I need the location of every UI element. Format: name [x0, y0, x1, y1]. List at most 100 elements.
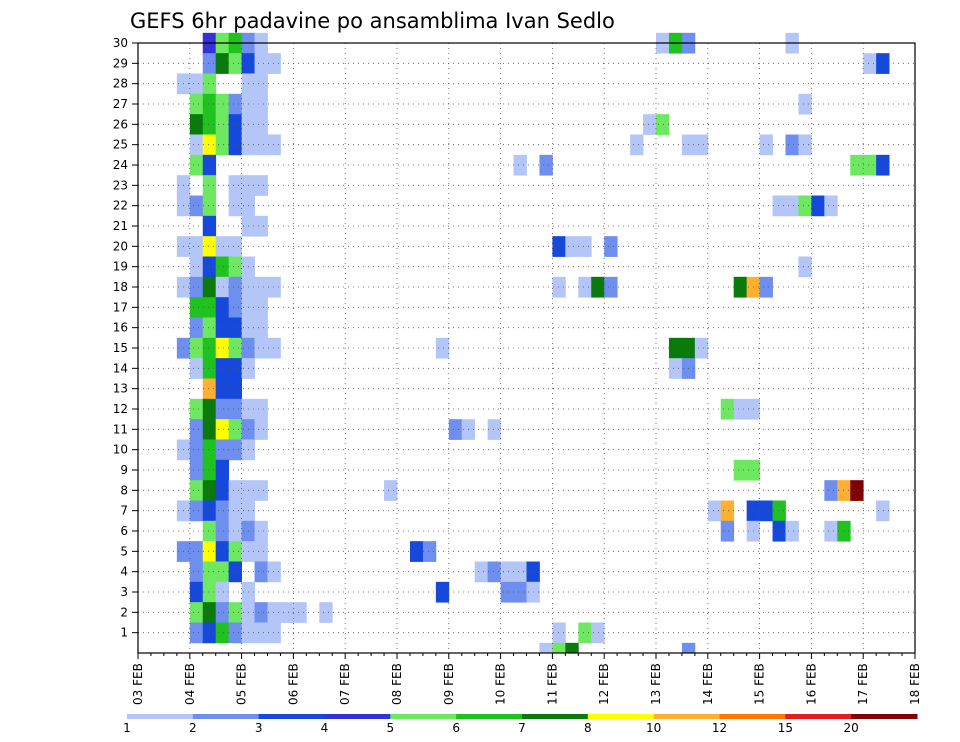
- legend-swatch: [192, 714, 260, 719]
- precip-cell: [733, 459, 748, 481]
- precip-cell: [215, 439, 230, 461]
- legend-swatch: [587, 714, 655, 719]
- precip-cell: [189, 602, 204, 623]
- precip-cell: [202, 500, 217, 522]
- precip-cell: [409, 541, 424, 562]
- precip-cell: [694, 134, 709, 156]
- precip-cell: [202, 358, 217, 379]
- precip-cell: [189, 541, 204, 562]
- precip-cell: [254, 622, 268, 644]
- precip-cell: [228, 541, 242, 562]
- x-tick-label: 08 FEB: [390, 663, 404, 705]
- precip-cell: [189, 622, 204, 644]
- legend-label: 3: [255, 721, 263, 735]
- precip-cell: [228, 276, 242, 298]
- precip-cell: [254, 541, 268, 562]
- y-tick-label: 17: [113, 300, 128, 314]
- precip-cell: [189, 93, 204, 115]
- precip-cell: [228, 480, 242, 501]
- precip-cell: [785, 520, 799, 542]
- x-tick-label: 07 FEB: [338, 663, 352, 705]
- precip-cell: [215, 541, 230, 562]
- precip-cell: [202, 93, 217, 115]
- precip-cell: [656, 114, 670, 135]
- precip-cell: [487, 419, 501, 440]
- y-tick-label: 16: [113, 321, 128, 335]
- precip-cell: [202, 378, 217, 400]
- precip-cell: [215, 317, 230, 339]
- precip-cell: [228, 358, 242, 379]
- y-tick-label: 20: [113, 239, 128, 253]
- precip-cell: [202, 602, 217, 623]
- precip-cell: [202, 622, 217, 644]
- precip-cell: [759, 134, 773, 156]
- precip-cell: [824, 520, 838, 542]
- precip-cell: [772, 520, 786, 542]
- precip-cell: [189, 337, 204, 359]
- precip-cell: [707, 500, 722, 522]
- precip-cell: [202, 134, 217, 156]
- precip-cell: [733, 276, 748, 298]
- x-tick-label: 15 FEB: [753, 663, 767, 705]
- precip-cell: [202, 114, 217, 135]
- precip-cell: [578, 276, 592, 298]
- precip-cell: [228, 378, 242, 400]
- precip-cell: [215, 520, 230, 542]
- precip-cell: [500, 581, 514, 603]
- legend-label: 12: [712, 721, 727, 735]
- precip-cell: [202, 480, 217, 501]
- precip-cell: [552, 276, 566, 298]
- legend-swatch: [456, 714, 523, 719]
- precip-cell: [539, 154, 553, 176]
- precip-cell: [487, 561, 501, 583]
- precip-cell: [565, 236, 579, 257]
- precip-cell: [215, 561, 230, 583]
- y-tick-label: 12: [113, 402, 128, 416]
- y-tick-label: 5: [120, 544, 128, 558]
- precip-cell: [189, 480, 204, 501]
- precip-cell: [474, 561, 489, 583]
- chart-title: GEFS 6hr padavine po ansamblima Ivan Sed…: [130, 9, 615, 33]
- precip-cell: [215, 358, 230, 379]
- legend-swatch: [324, 714, 391, 719]
- precip-cell: [228, 561, 242, 583]
- precip-cell: [267, 337, 281, 359]
- x-tick-label: 18 FEB: [908, 663, 922, 705]
- legend-label: 2: [189, 721, 197, 735]
- x-tick-label: 10 FEB: [494, 663, 508, 705]
- precip-cell: [448, 419, 463, 440]
- precip-cell: [254, 276, 268, 298]
- legend-swatch: [785, 714, 852, 719]
- precip-cell: [228, 500, 242, 522]
- legend-swatch: [522, 714, 589, 719]
- precip-cell: [189, 459, 204, 481]
- precip-cell: [254, 175, 268, 196]
- precip-cell: [202, 459, 217, 481]
- precip-cell: [630, 134, 644, 156]
- precip-cell: [215, 236, 230, 257]
- x-tick-label: 14 FEB: [701, 663, 715, 705]
- precip-cell: [267, 134, 281, 156]
- precip-cell: [228, 195, 242, 217]
- precip-cell: [720, 500, 735, 522]
- legend-label: 1: [123, 721, 131, 735]
- precip-cell: [215, 602, 230, 623]
- y-tick-label: 23: [113, 178, 128, 192]
- precip-cell: [215, 378, 230, 400]
- y-tick-label: 24: [113, 158, 128, 172]
- precip-cell: [552, 622, 566, 644]
- precip-cell: [215, 93, 230, 115]
- x-tick-label: 06 FEB: [286, 663, 300, 705]
- precip-cell: [513, 561, 527, 583]
- precip-cell: [202, 276, 217, 298]
- precip-cell: [202, 73, 217, 95]
- precip-cell: [591, 276, 605, 298]
- precip-cell: [228, 175, 242, 196]
- precip-cell: [798, 93, 812, 115]
- precip-cell: [189, 581, 204, 603]
- x-tick-label: 17 FEB: [856, 663, 870, 705]
- precip-cell: [202, 53, 217, 74]
- precip-cell: [254, 317, 268, 339]
- precip-cell: [228, 337, 242, 359]
- precip-cell: [202, 236, 217, 257]
